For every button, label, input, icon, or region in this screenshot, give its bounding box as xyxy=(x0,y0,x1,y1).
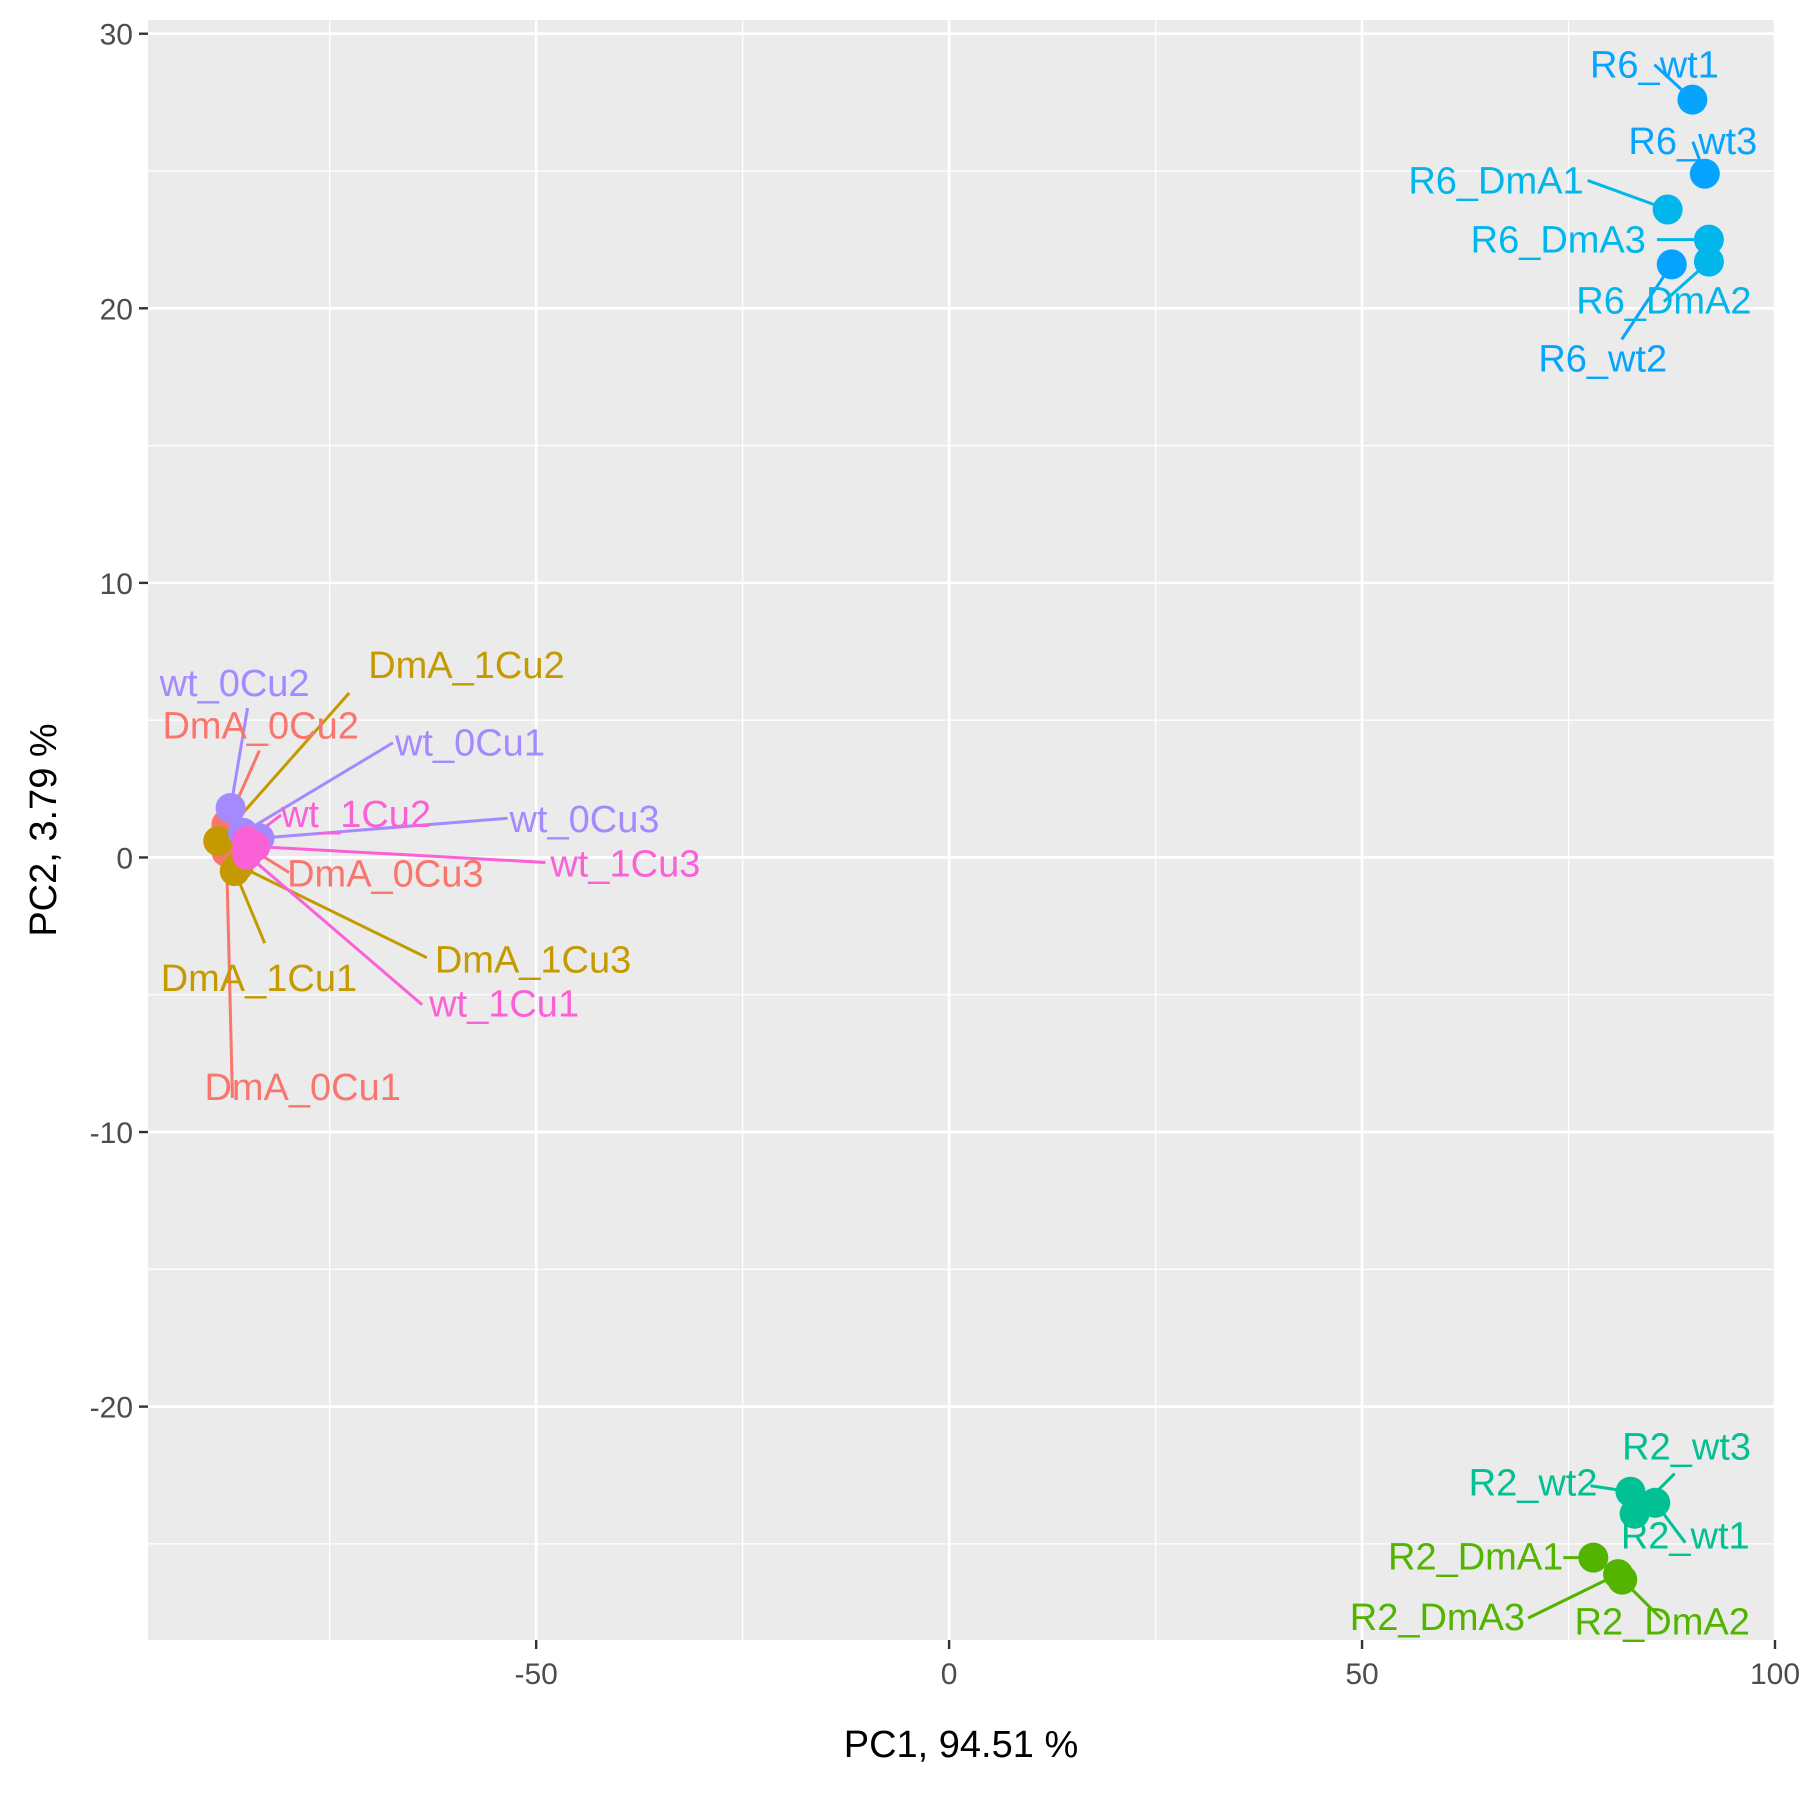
y-tick-label: 10 xyxy=(100,568,133,601)
label-R2_wt3: R2_wt3 xyxy=(1622,1427,1751,1469)
x-tick-label: 0 xyxy=(941,1658,958,1691)
leader-line xyxy=(229,707,250,809)
label-R6_wt2: R6_wt2 xyxy=(1538,338,1667,380)
major-grid xyxy=(148,20,1777,1640)
point-R6_wt3 xyxy=(1689,158,1720,189)
point-R2_DmA1 xyxy=(1578,1542,1609,1573)
label-wt_1Cu2: wt_1Cu2 xyxy=(280,794,431,836)
point-R6_DmA3 xyxy=(1693,224,1724,255)
leader-line xyxy=(242,741,394,835)
label-wt_1Cu3: wt_1Cu3 xyxy=(549,843,700,885)
label-R2_DmA1: R2_DmA1 xyxy=(1388,1537,1563,1579)
label-DmA_1Cu3: DmA_1Cu3 xyxy=(435,940,631,982)
label-wt_1Cu1: wt_1Cu1 xyxy=(428,984,579,1026)
leader-line xyxy=(1620,263,1674,341)
x-axis: -50 0 50 100 xyxy=(514,1640,1800,1691)
x-tick-label: -50 xyxy=(514,1658,557,1691)
y-tick-label: -20 xyxy=(90,1392,133,1425)
x-tick-label: 50 xyxy=(1345,1658,1378,1691)
label-DmA_1Cu1: DmA_1Cu1 xyxy=(161,958,357,1000)
y-axis: -20 -10 0 10 20 30 xyxy=(90,19,148,1425)
y-tick-label: 20 xyxy=(100,293,133,326)
point-R6_wt1 xyxy=(1677,84,1708,115)
label-R6_DmA3: R6_DmA3 xyxy=(1471,220,1646,262)
x-axis-title: PC1, 94.51 % xyxy=(844,1724,1078,1766)
point-wt_0Cu2 xyxy=(215,793,246,824)
point-wt_1Cu3 xyxy=(240,831,271,862)
y-tick-label: 0 xyxy=(116,842,133,875)
label-DmA_0Cu3: DmA_0Cu3 xyxy=(287,853,483,895)
point-labels: DmA_0Cu1 DmA_0Cu2 DmA_0Cu3 DmA_1Cu1 DmA_1Cu2… xyxy=(159,45,1758,1644)
leader-line xyxy=(238,864,428,960)
label-wt_0Cu1: wt_0Cu1 xyxy=(394,723,545,765)
panel-background xyxy=(148,20,1775,1640)
minor-grid xyxy=(148,20,1775,1640)
label-DmA_0Cu2: DmA_0Cu2 xyxy=(162,706,358,748)
label-wt_0Cu3: wt_0Cu3 xyxy=(508,799,659,841)
data-points xyxy=(203,84,1724,1595)
label-R2_wt2: R2_wt2 xyxy=(1469,1463,1598,1505)
label-R2_wt1: R2_wt1 xyxy=(1621,1516,1750,1558)
label-R2_DmA2: R2_DmA2 xyxy=(1575,1602,1750,1644)
label-R6_wt3: R6_wt3 xyxy=(1628,121,1757,163)
label-DmA_0Cu1: DmA_0Cu1 xyxy=(204,1067,400,1109)
leader-line xyxy=(246,853,424,1006)
point-R2_DmA3 xyxy=(1603,1559,1634,1590)
point-R2_wt3 xyxy=(1619,1498,1650,1529)
leader-line xyxy=(224,851,234,1099)
label-R6_DmA1: R6_DmA1 xyxy=(1408,160,1583,202)
label-leader-lines xyxy=(217,63,1710,1621)
leader-line xyxy=(255,844,546,864)
label-R6_DmA2: R6_DmA2 xyxy=(1576,281,1751,323)
point-R6_DmA2 xyxy=(1693,246,1724,277)
label-wt_0Cu2: wt_0Cu2 xyxy=(159,663,310,705)
point-DmA_1Cu2 xyxy=(203,825,234,856)
x-tick-label: 100 xyxy=(1750,1658,1800,1691)
point-R6_wt2 xyxy=(1656,249,1687,280)
y-tick-label: 30 xyxy=(100,19,133,52)
leader-line xyxy=(259,816,508,840)
leader-line xyxy=(1527,1572,1619,1620)
label-R6_wt1: R6_wt1 xyxy=(1590,45,1719,87)
point-R6_DmA1 xyxy=(1652,194,1683,225)
y-axis-title: PC2, 3.79 % xyxy=(23,723,65,936)
y-tick-label: -10 xyxy=(90,1117,133,1150)
label-R2_DmA3: R2_DmA3 xyxy=(1350,1597,1525,1639)
label-DmA_1Cu2: DmA_1Cu2 xyxy=(368,645,564,687)
